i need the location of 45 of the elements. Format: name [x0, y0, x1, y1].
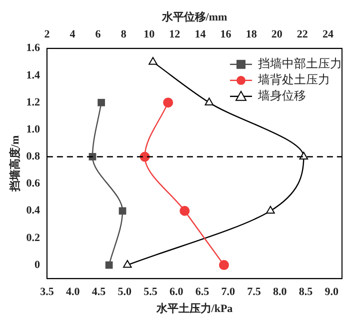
y-tick-label: 1.4: [26, 69, 40, 82]
x-tick-label: 6.0: [169, 286, 184, 298]
x-tick-label: 5.5: [144, 286, 158, 298]
legend-label: 墙背处土压力: [257, 72, 330, 87]
x2-tick-label: 22: [296, 28, 308, 41]
y-tick-label: 1.0: [26, 123, 40, 136]
x-tick-label: 3.5: [40, 286, 54, 298]
x2-tick-label: 10: [144, 28, 156, 41]
x-tick-label: 6.5: [195, 286, 210, 298]
x-tick-label: 4.0: [66, 286, 80, 298]
y-tick-label: 0.8: [26, 150, 40, 163]
y-tick-label: 0.4: [26, 204, 40, 217]
x-tick-label: 8.0: [273, 286, 288, 298]
x2-tick-label: 24: [322, 28, 334, 41]
x2-tick-label: 8: [120, 28, 127, 41]
x-tick-label: 9.0: [324, 286, 340, 298]
x2-tick-label: 14: [194, 28, 206, 41]
point: [218, 260, 229, 270]
point: [180, 206, 190, 216]
y-tick-label: 0.2: [26, 232, 40, 244]
x-tick-label: 7.0: [221, 286, 236, 298]
point: [118, 207, 126, 215]
y-tick-label: 0.6: [26, 178, 40, 190]
y-axis-title: 挡墙高度/m: [8, 135, 22, 193]
x-tick-label: 7.5: [247, 286, 262, 298]
x2-axis-title: 水平位移/mm: [160, 10, 228, 24]
x2-tick-label: 16: [220, 28, 232, 41]
legend-label: 挡墙中部土压力: [258, 56, 342, 71]
x2-tick-label: 18: [246, 28, 258, 41]
y-tick-label: 1.6: [26, 42, 40, 54]
x2-tick-label: 2: [44, 28, 50, 41]
point: [98, 98, 105, 106]
y-tick-label: 1.2: [26, 96, 40, 108]
x-tick-label: 4.5: [92, 286, 106, 298]
x-tick-label: 8.5: [298, 286, 314, 298]
point: [163, 98, 174, 108]
x2-tick-label: 6: [95, 28, 102, 41]
x-axis-title: 水平土压力/kPa: [155, 302, 234, 316]
y-tick-label: 0: [34, 258, 40, 271]
x-tick-label: 5.0: [118, 286, 132, 298]
legend-label: 墙身位移: [257, 88, 306, 103]
point: [105, 261, 113, 269]
x2-tick-label: 20: [271, 28, 283, 41]
x2-tick-label: 12: [169, 28, 181, 41]
x2-tick-label: 4: [70, 28, 76, 41]
